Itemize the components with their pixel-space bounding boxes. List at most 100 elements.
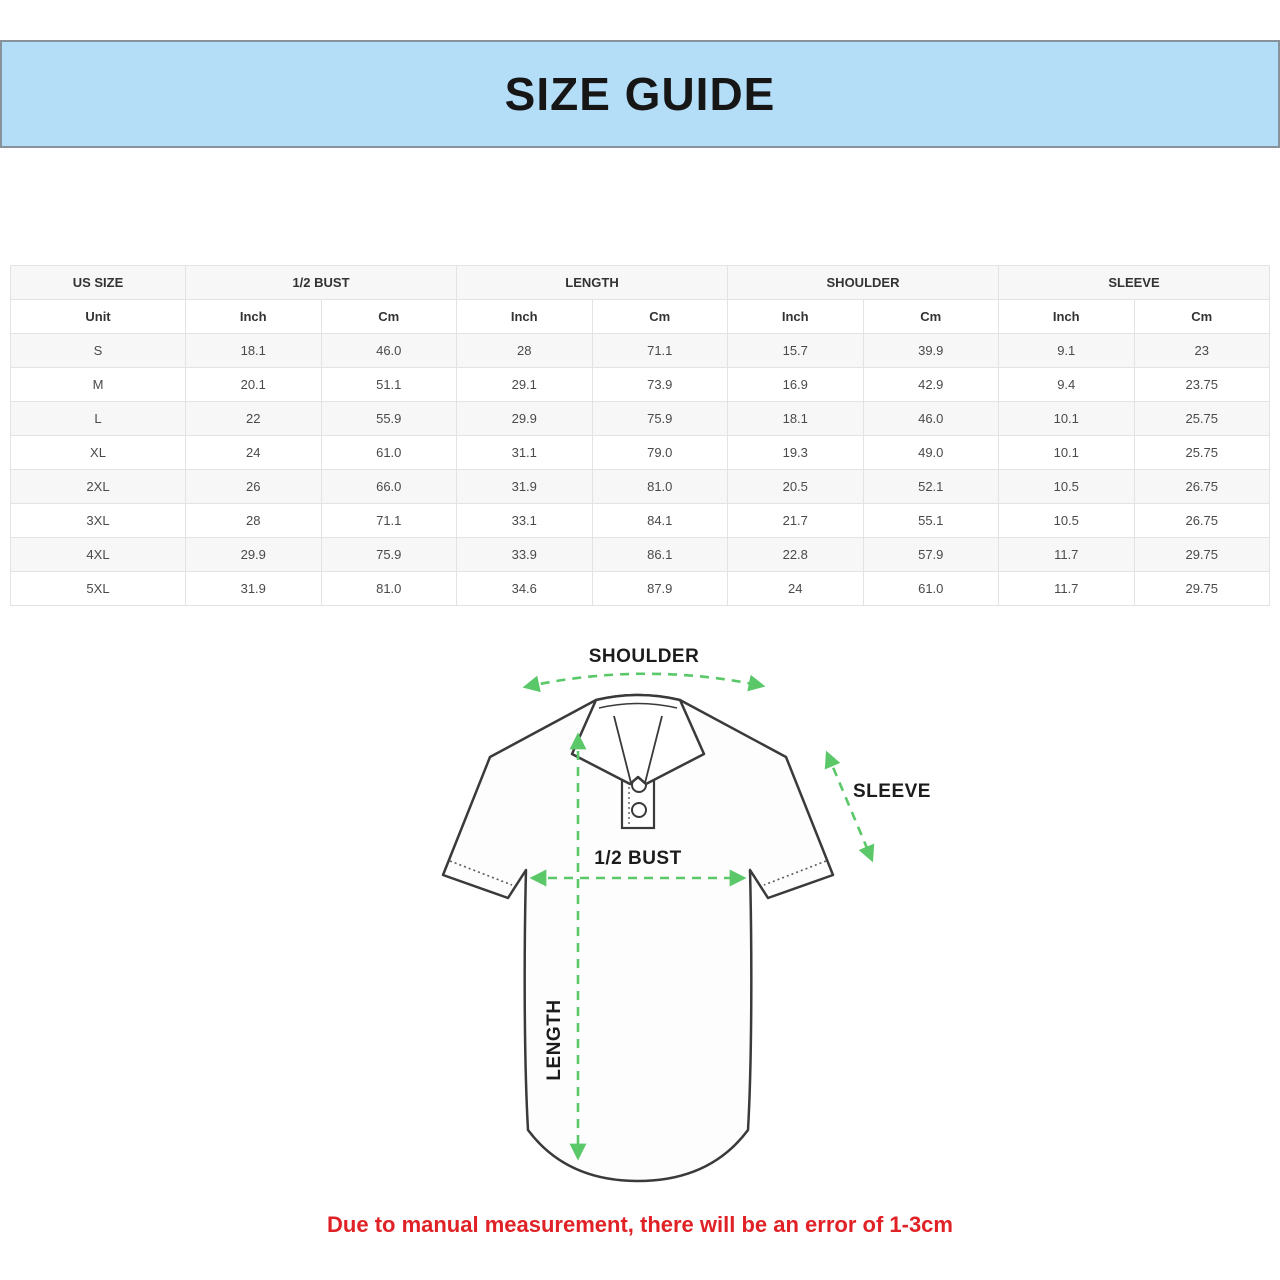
column-header-shoulder: SHOULDER: [727, 265, 999, 300]
value-cell: 26: [185, 469, 322, 504]
size-cell: 2XL: [10, 469, 186, 504]
value-cell: 24: [185, 435, 322, 470]
bust-label: 1/2 BUST: [594, 848, 681, 869]
value-cell: 46.0: [862, 401, 999, 436]
value-cell: 16.9: [727, 367, 864, 402]
value-cell: 10.1: [998, 401, 1135, 436]
table-group-header-row: US SIZE 1/2 BUST LENGTH SHOULDER SLEEVE: [10, 265, 1270, 300]
value-cell: 75.9: [320, 537, 457, 572]
value-cell: 31.9: [185, 571, 322, 606]
value-cell: 20.5: [727, 469, 864, 504]
value-cell: 25.75: [1133, 401, 1270, 436]
value-cell: 46.0: [320, 333, 457, 368]
page-title: SIZE GUIDE: [504, 68, 776, 120]
column-header-sleeve: SLEEVE: [998, 265, 1270, 300]
shoulder-arrow: [522, 672, 766, 693]
value-cell: 23: [1133, 333, 1270, 368]
value-cell: 22.8: [727, 537, 864, 572]
value-cell: 18.1: [727, 401, 864, 436]
value-cell: 26.75: [1133, 503, 1270, 538]
value-cell: 29.9: [456, 401, 593, 436]
length-label: LENGTH: [544, 999, 565, 1080]
unit-header: Cm: [320, 299, 457, 334]
value-cell: 42.9: [862, 367, 999, 402]
value-cell: 84.1: [591, 503, 728, 538]
button-icon: [631, 802, 647, 818]
value-cell: 87.9: [591, 571, 728, 606]
left-cuff-stitch-line: [449, 860, 513, 886]
value-cell: 26.75: [1133, 469, 1270, 504]
shoulder-label: SHOULDER: [589, 646, 700, 667]
value-cell: 25.75: [1133, 435, 1270, 470]
measurement-diagram: SHOULDER SLEEVE 1/2 BUST LENGTH: [441, 646, 931, 1183]
value-cell: 71.1: [320, 503, 457, 538]
value-cell: 73.9: [591, 367, 728, 402]
value-cell: 55.1: [862, 503, 999, 538]
value-cell: 29.75: [1133, 571, 1270, 606]
size-cell: 5XL: [10, 571, 186, 606]
value-cell: 20.1: [185, 367, 322, 402]
right-cuff-stitch-line: [763, 860, 827, 886]
value-cell: 49.0: [862, 435, 999, 470]
unit-header: Inch: [185, 299, 322, 334]
value-cell: 66.0: [320, 469, 457, 504]
value-cell: 51.1: [320, 367, 457, 402]
collar-fold-line: [598, 702, 678, 709]
sleeve-label: SLEEVE: [853, 781, 931, 802]
size-cell: 4XL: [10, 537, 186, 572]
value-cell: 61.0: [862, 571, 999, 606]
value-cell: 75.9: [591, 401, 728, 436]
value-cell: 39.9: [862, 333, 999, 368]
value-cell: 29.1: [456, 367, 593, 402]
value-cell: 57.9: [862, 537, 999, 572]
column-header-bust: 1/2 BUST: [185, 265, 457, 300]
table-row-2xl: 2XL 26 66.0 31.9 81.0 20.5 52.1 10.5 26.…: [10, 469, 1270, 504]
value-cell: 23.75: [1133, 367, 1270, 402]
unit-header: Inch: [456, 299, 593, 334]
size-cell: 3XL: [10, 503, 186, 538]
measurement-disclaimer: Due to manual measurement, there will be…: [327, 1212, 953, 1237]
value-cell: 21.7: [727, 503, 864, 538]
table-row-xl: XL 24 61.0 31.1 79.0 19.3 49.0 10.1 25.7…: [10, 435, 1270, 470]
value-cell: 22: [185, 401, 322, 436]
value-cell: 18.1: [185, 333, 322, 368]
size-chart-table: US SIZE 1/2 BUST LENGTH SHOULDER SLEEVE …: [10, 265, 1270, 606]
column-header-length: LENGTH: [456, 265, 728, 300]
value-cell: 11.7: [998, 571, 1135, 606]
unit-header: Cm: [1133, 299, 1270, 334]
value-cell: 29.75: [1133, 537, 1270, 572]
unit-header: Cm: [591, 299, 728, 334]
value-cell: 28: [456, 333, 593, 368]
value-cell: 29.9: [185, 537, 322, 572]
value-cell: 79.0: [591, 435, 728, 470]
value-cell: 10.1: [998, 435, 1135, 470]
value-cell: 19.3: [727, 435, 864, 470]
size-cell: M: [10, 367, 186, 402]
value-cell: 9.4: [998, 367, 1135, 402]
value-cell: 31.1: [456, 435, 593, 470]
sleeve-arrow: [824, 750, 875, 863]
value-cell: 9.1: [998, 333, 1135, 368]
unit-header: Inch: [998, 299, 1135, 334]
value-cell: 81.0: [320, 571, 457, 606]
value-cell: 31.9: [456, 469, 593, 504]
collar: [570, 693, 706, 786]
value-cell: 55.9: [320, 401, 457, 436]
size-guide-banner: SIZE GUIDE: [0, 40, 1280, 148]
value-cell: 10.5: [998, 503, 1135, 538]
size-cell: S: [10, 333, 186, 368]
table-row-4xl: 4XL 29.9 75.9 33.9 86.1 22.8 57.9 11.7 2…: [10, 537, 1270, 572]
value-cell: 11.7: [998, 537, 1135, 572]
size-cell: L: [10, 401, 186, 436]
table-row-m: M 20.1 51.1 29.1 73.9 16.9 42.9 9.4 23.7…: [10, 367, 1270, 402]
value-cell: 24: [727, 571, 864, 606]
value-cell: 81.0: [591, 469, 728, 504]
unit-header: Cm: [862, 299, 999, 334]
value-cell: 33.1: [456, 503, 593, 538]
value-cell: 33.9: [456, 537, 593, 572]
collar-inner-edge: [613, 715, 663, 784]
unit-header: Inch: [727, 299, 864, 334]
value-cell: 28: [185, 503, 322, 538]
table-row-5xl: 5XL 31.9 81.0 34.6 87.9 24 61.0 11.7 29.…: [10, 571, 1270, 606]
